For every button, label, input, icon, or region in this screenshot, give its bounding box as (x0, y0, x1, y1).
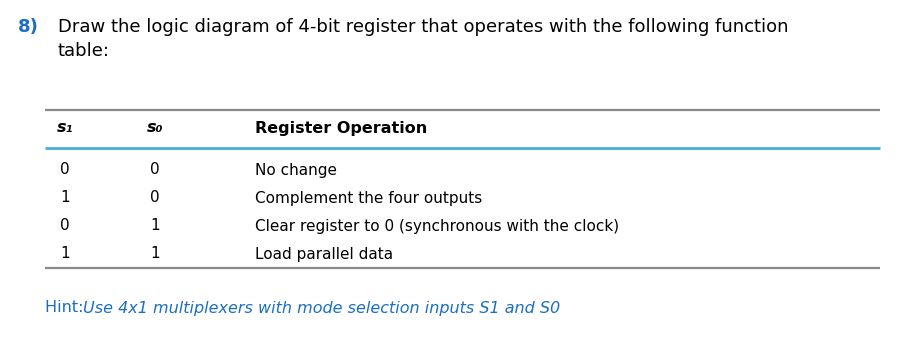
Text: Register Operation: Register Operation (255, 120, 428, 136)
Text: Load parallel data: Load parallel data (255, 246, 393, 261)
Text: Clear register to 0 (synchronous with the clock): Clear register to 0 (synchronous with th… (255, 219, 619, 234)
Text: 1: 1 (60, 246, 70, 261)
Text: No change: No change (255, 163, 337, 177)
Text: Use 4x1 multiplexers with mode selection inputs S1 and S0: Use 4x1 multiplexers with mode selection… (83, 301, 561, 316)
Text: Draw the logic diagram of 4-bit register that operates with the following functi: Draw the logic diagram of 4-bit register… (58, 18, 788, 60)
Text: s₁: s₁ (56, 120, 73, 136)
Text: 1: 1 (150, 219, 160, 234)
Text: 1: 1 (60, 190, 70, 205)
Text: 0: 0 (150, 163, 160, 177)
Text: 0: 0 (150, 190, 160, 205)
Text: 1: 1 (150, 246, 160, 261)
Text: 0: 0 (60, 163, 70, 177)
Text: 0: 0 (60, 219, 70, 234)
Text: s₀: s₀ (147, 120, 163, 136)
Text: 8): 8) (18, 18, 39, 36)
Text: Hint:: Hint: (45, 301, 88, 316)
Text: Complement the four outputs: Complement the four outputs (255, 190, 482, 205)
